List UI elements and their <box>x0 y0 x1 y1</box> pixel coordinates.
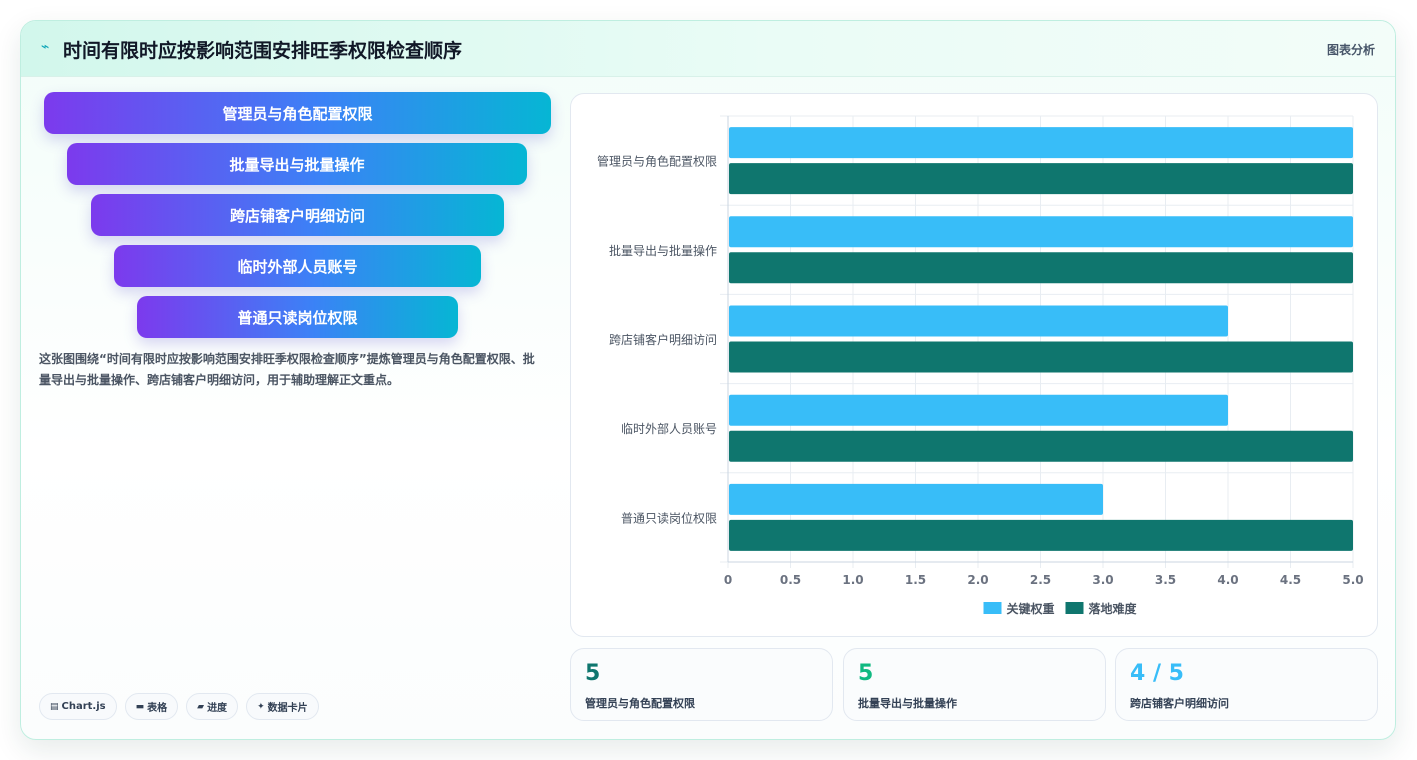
description-text: 这张图围绕“时间有限时应按影响范围安排旺季权限检查顺序”提炼管理员与角色配置权限… <box>39 352 535 387</box>
bar-key-weight <box>729 394 1228 426</box>
stat-card-3: 4 / 5 跨店铺客户明细访问 <box>1115 648 1378 721</box>
x-tick-label: 0 <box>724 573 732 587</box>
bar-difficulty <box>729 519 1353 551</box>
x-tick-label: 2.0 <box>967 573 988 587</box>
x-tick-label: 5.0 <box>1342 573 1363 587</box>
stat-label: 批量导出与批量操作 <box>858 697 957 710</box>
funnel-step-3: 跨店铺客户明细访问 <box>91 194 504 236</box>
y-category-label: 临时外部人员账号 <box>621 421 717 436</box>
chip-chartjs[interactable]: ▤ Chart.js <box>39 693 117 720</box>
legend-swatch <box>1065 602 1084 614</box>
bar-key-weight <box>729 483 1103 515</box>
page-title: 时间有限时应按影响范围安排旺季权限检查顺序 <box>63 40 463 62</box>
table-icon: ▬ <box>135 701 145 712</box>
legend-label: 关键权重 <box>1007 601 1055 616</box>
chip-label: 进度 <box>207 703 228 714</box>
chip-label: Chart.js <box>61 701 106 712</box>
chip-progress[interactable]: ▰ 进度 <box>186 693 239 720</box>
y-category-label: 跨店铺客户明细访问 <box>609 332 717 347</box>
progress-icon: ▰ <box>197 701 205 712</box>
x-tick-label: 4.5 <box>1280 573 1301 587</box>
chip-label: 数据卡片 <box>267 703 308 714</box>
chip-row: ▤ Chart.js ▬ 表格 ▰ 进度 ✦ 数据卡片 <box>39 693 319 720</box>
stat-value: 5 <box>585 661 601 686</box>
main-card: ⌁ 时间有限时应按影响范围安排旺季权限检查顺序 图表分析 管理员与角色配置权限 … <box>20 20 1396 740</box>
x-tick-label: 0.5 <box>780 573 801 587</box>
y-category-label: 批量导出与批量操作 <box>609 243 717 258</box>
chip-data-card[interactable]: ✦ 数据卡片 <box>246 693 319 720</box>
x-tick-label: 3.5 <box>1155 573 1176 587</box>
stat-value: 4 / 5 <box>1130 661 1184 686</box>
legend-label: 落地难度 <box>1089 601 1138 616</box>
x-tick-label: 4.0 <box>1217 573 1238 587</box>
bar-difficulty <box>729 430 1353 462</box>
trend-icon: ⌁ <box>41 39 50 55</box>
chip-label: 表格 <box>147 703 168 714</box>
chip-table[interactable]: ▬ 表格 <box>124 693 179 720</box>
bar-difficulty <box>729 341 1353 373</box>
stat-label: 管理员与角色配置权限 <box>585 697 695 710</box>
bar-chart: 0 0.5 1.0 1.5 2.0 2.5 3.0 3.5 4.0 4.5 5.0 管理员与角色配置权… <box>597 115 1364 616</box>
bar-key-weight <box>729 127 1353 159</box>
legend-swatch <box>983 602 1002 614</box>
sparkle-icon: ✦ <box>257 701 265 712</box>
funnel-step-1: 管理员与角色配置权限 <box>44 92 551 134</box>
x-tick-label: 1.5 <box>905 573 926 587</box>
chart-analysis-tag: 图表分析 <box>1326 43 1375 57</box>
stat-card-2: 5 批量导出与批量操作 <box>843 648 1106 721</box>
bar-difficulty <box>729 252 1353 284</box>
funnel-step-4: 临时外部人员账号 <box>114 245 481 287</box>
y-category-label: 管理员与角色配置权限 <box>597 154 717 169</box>
stat-card-1: 5 管理员与角色配置权限 <box>570 648 833 721</box>
chart-panel: 0 0.5 1.0 1.5 2.0 2.5 3.0 3.5 4.0 4.5 5.0 管理员与角色配置权… <box>570 93 1378 637</box>
stat-label: 跨店铺客户明细访问 <box>1130 697 1229 710</box>
funnel-step-2: 批量导出与批量操作 <box>67 143 527 185</box>
x-tick-label: 2.5 <box>1030 573 1051 587</box>
bar-difficulty <box>729 163 1353 195</box>
bar-key-weight <box>729 305 1228 337</box>
x-tick-label: 3.0 <box>1092 573 1113 587</box>
card-header: ⌁ 时间有限时应按影响范围安排旺季权限检查顺序 图表分析 <box>21 21 1395 77</box>
x-tick-label: 1.0 <box>842 573 863 587</box>
bar-key-weight <box>729 216 1353 248</box>
y-category-label: 普通只读岗位权限 <box>621 510 717 525</box>
stat-value: 5 <box>858 661 874 686</box>
funnel-step-5: 普通只读岗位权限 <box>137 296 458 338</box>
chart-icon: ▤ <box>50 701 59 712</box>
